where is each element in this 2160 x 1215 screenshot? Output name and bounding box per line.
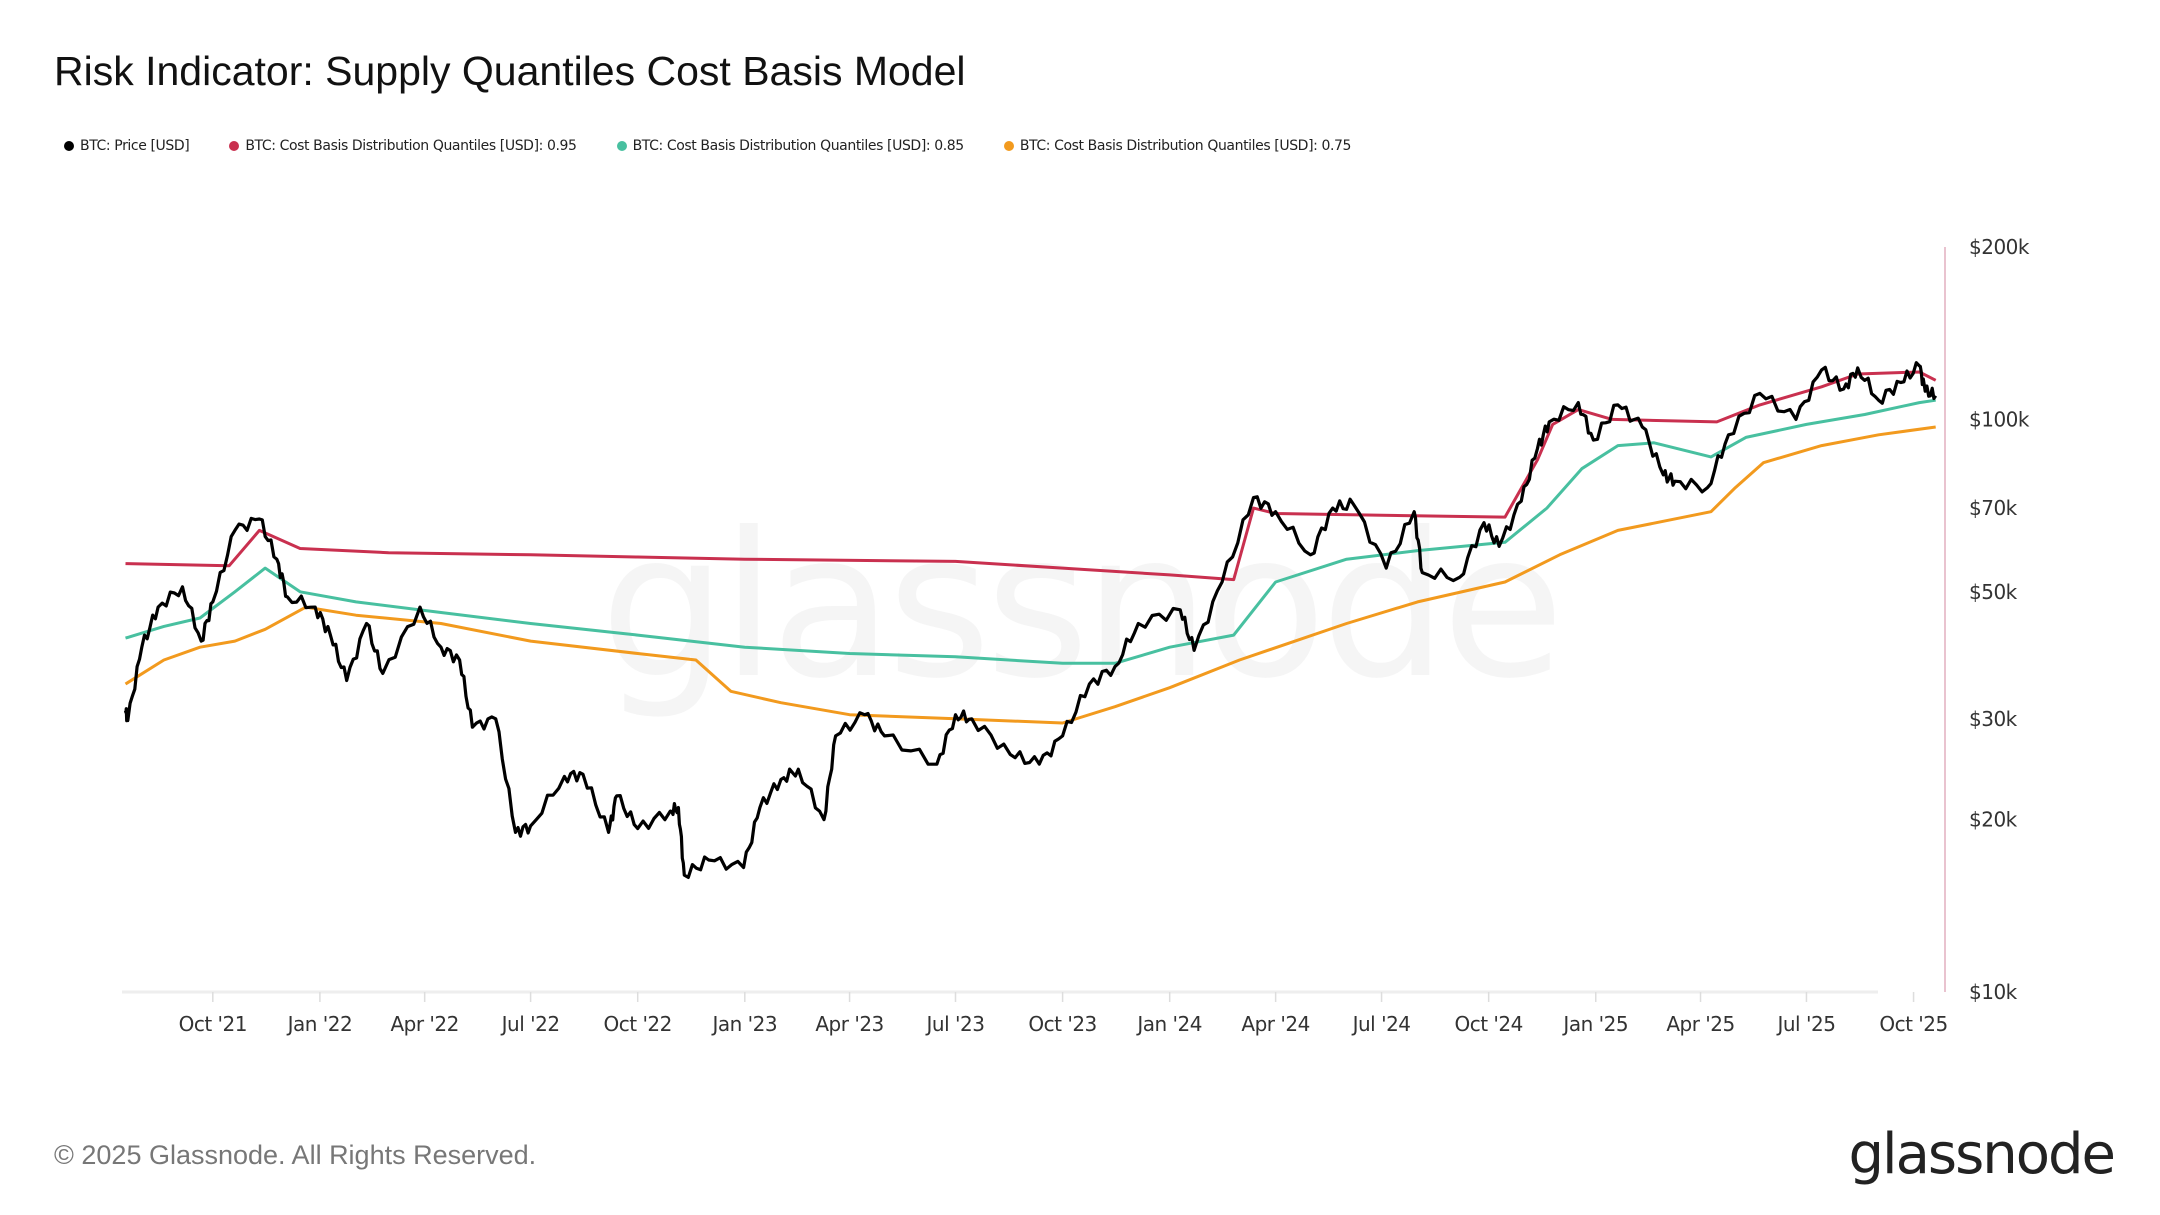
y-tick-label: $30k xyxy=(1969,707,2018,731)
y-tick-label: $20k xyxy=(1969,808,2018,832)
y-tick-label: $70k xyxy=(1969,496,2018,520)
legend-dot xyxy=(229,141,240,151)
x-tick-label: Jan '24 xyxy=(1135,1012,1202,1036)
y-tick-label: $200k xyxy=(1969,235,2030,259)
glassnode-logo: glassnode xyxy=(1848,1122,2116,1187)
x-tick-label: Jan '23 xyxy=(710,1012,777,1036)
legend-item-price[interactable]: BTC: Price [USD] xyxy=(64,138,190,154)
legend-label: BTC: Cost Basis Distribution Quantiles [… xyxy=(632,138,965,154)
legend-dot xyxy=(1003,141,1014,151)
quantile-095-line xyxy=(125,370,1937,582)
x-tick-label: Oct '23 xyxy=(1028,1012,1096,1036)
y-tick-label: $50k xyxy=(1969,580,2018,604)
quantile-085-line xyxy=(125,398,1936,665)
quantile-075-line xyxy=(124,425,1936,725)
y-tick-label: $10k xyxy=(1969,980,2018,1004)
x-tick-label: Jul '24 xyxy=(1351,1012,1411,1036)
x-tick-label: Apr '23 xyxy=(815,1012,883,1036)
x-tick-label: Oct '25 xyxy=(1879,1012,1947,1036)
x-tick-label: Apr '25 xyxy=(1666,1012,1734,1036)
x-tick-label: Jul '23 xyxy=(925,1012,985,1036)
x-tick-label: Apr '24 xyxy=(1241,1012,1309,1036)
x-tick-label: Jul '25 xyxy=(1775,1012,1835,1036)
legend-item-q85[interactable]: BTC: Cost Basis Distribution Quantiles [… xyxy=(616,138,965,154)
legend: BTC: Price [USD] BTC: Cost Basis Distrib… xyxy=(64,138,1391,154)
legend-label: BTC: Cost Basis Distribution Quantiles [… xyxy=(245,138,577,154)
chart-title: Risk Indicator: Supply Quantiles Cost Ba… xyxy=(54,48,966,94)
x-tick-label: Oct '22 xyxy=(604,1012,672,1036)
x-tick-label: Oct '24 xyxy=(1454,1012,1522,1036)
legend-item-q95[interactable]: BTC: Cost Basis Distribution Quantiles [… xyxy=(229,138,577,154)
x-tick-label: Jan '22 xyxy=(286,1012,353,1036)
legend-item-q75[interactable]: BTC: Cost Basis Distribution Quantiles [… xyxy=(1003,138,1352,154)
x-tick-label: Oct '21 xyxy=(179,1012,247,1036)
copyright: © 2025 Glassnode. All Rights Reserved. xyxy=(54,1140,537,1170)
x-tick-label: Jan '25 xyxy=(1561,1012,1628,1036)
legend-dot xyxy=(616,141,627,151)
x-tick-label: Jul '22 xyxy=(500,1012,560,1036)
price-line xyxy=(123,361,1938,879)
legend-label: BTC: Price [USD] xyxy=(80,138,190,154)
legend-dot xyxy=(64,141,74,151)
x-tick-label: Apr '22 xyxy=(390,1012,458,1036)
y-tick-label: $100k xyxy=(1969,407,2030,431)
legend-label: BTC: Cost Basis Distribution Quantiles [… xyxy=(1019,138,1352,154)
